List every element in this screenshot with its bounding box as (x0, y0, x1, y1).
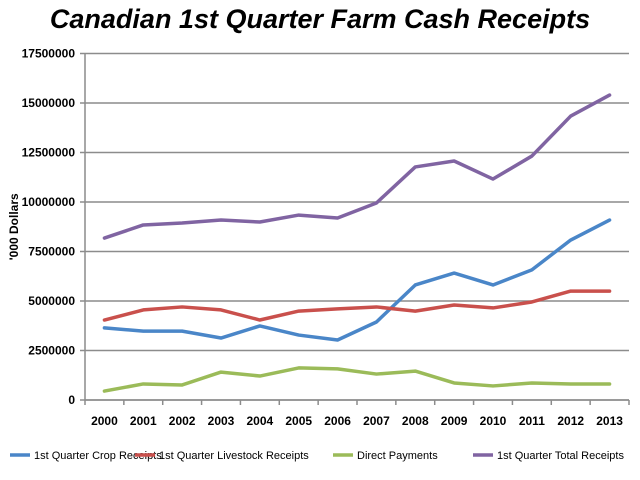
chart-title: Canadian 1st Quarter Farm Cash Receipts (49, 4, 591, 34)
x-tick-label: 2005 (285, 414, 312, 428)
x-tick-label: 2009 (441, 414, 468, 428)
legend-label: 1st Quarter Crop Receipts (34, 450, 162, 462)
x-tick-label: 2001 (130, 414, 157, 428)
series-line (102, 93, 612, 240)
x-tick-label: 2002 (169, 414, 196, 428)
x-tick-label: 2004 (247, 414, 274, 428)
y-tick-label: 17500000 (22, 47, 76, 61)
x-tick-label: 2012 (557, 414, 584, 428)
y-tick-label: 7500000 (28, 245, 75, 259)
series-line (102, 366, 612, 393)
x-tick-label: 2010 (480, 414, 507, 428)
y-tick-label: 0 (68, 393, 75, 407)
y-tick-label: 15000000 (22, 96, 76, 110)
y-tick-label: 12500000 (22, 146, 76, 160)
series-line (102, 289, 612, 322)
y-axis-label: '000 Dollars (7, 193, 21, 260)
x-tick-label: 2006 (324, 414, 351, 428)
x-tick-label: 2007 (363, 414, 390, 428)
x-tick-label: 2003 (208, 414, 235, 428)
x-tick-label: 2008 (402, 414, 429, 428)
x-tick-label: 2000 (91, 414, 118, 428)
x-tick-label: 2013 (596, 414, 623, 428)
legend-label: 1st Quarter Total Receipts (497, 450, 624, 462)
legend-label: Direct Payments (357, 450, 438, 462)
x-tick-label: 2011 (519, 414, 545, 428)
y-tick-label: 2500000 (28, 344, 75, 358)
series-line (102, 218, 612, 342)
y-tick-label: 5000000 (28, 294, 75, 308)
legend-label: 1st Quarter Livestock Receipts (159, 450, 309, 462)
y-tick-label: 10000000 (22, 195, 76, 209)
